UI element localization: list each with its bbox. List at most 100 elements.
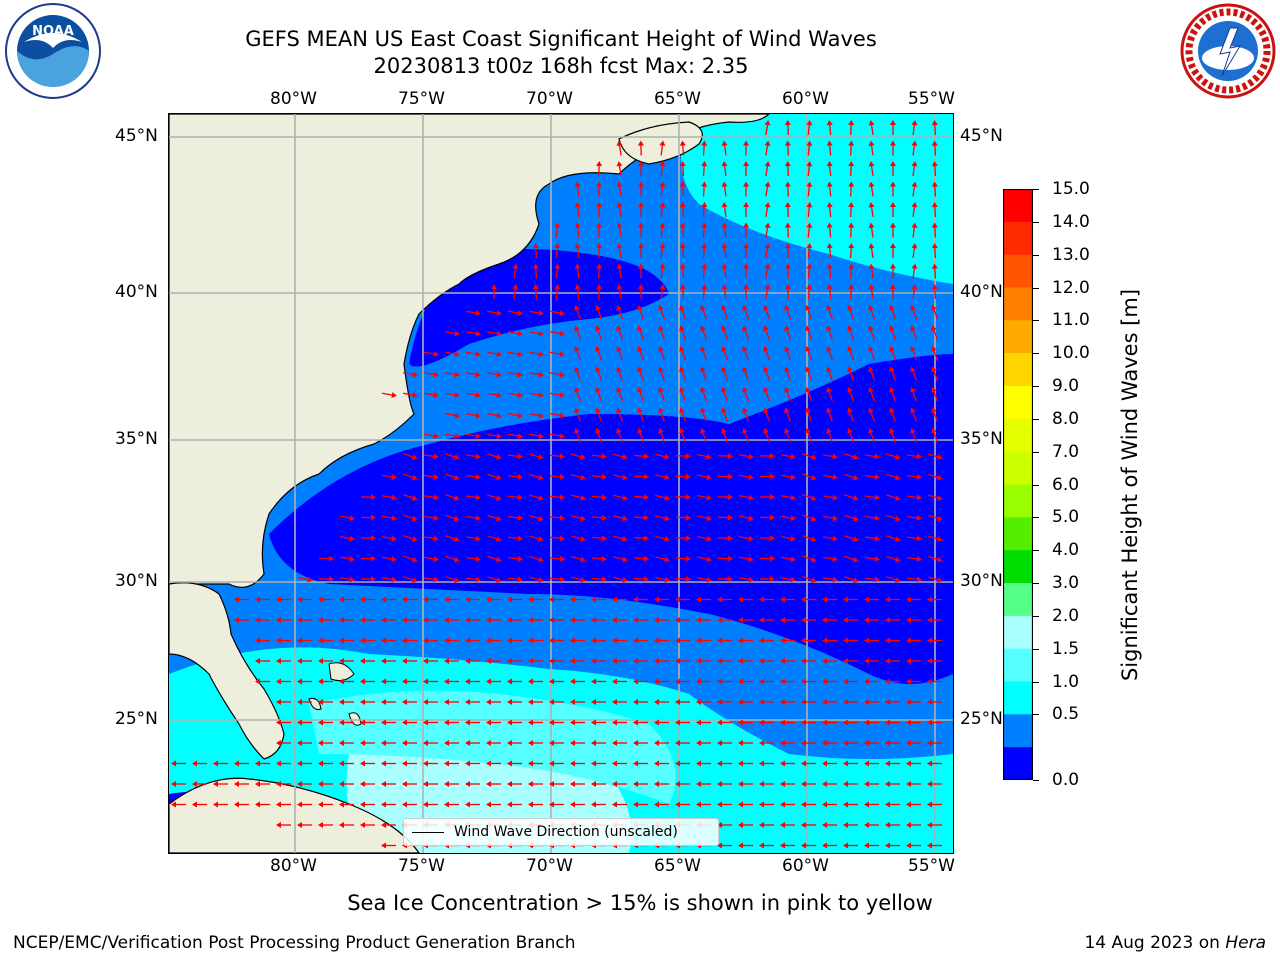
wave-direction-arrow xyxy=(658,345,666,361)
wave-direction-arrow xyxy=(864,596,879,603)
wave-direction-arrow xyxy=(826,345,834,361)
wave-direction-arrow xyxy=(780,719,795,726)
wave-direction-arrow xyxy=(697,576,712,583)
wave-direction-arrow xyxy=(697,556,712,563)
wave-direction-arrow xyxy=(802,534,817,542)
wave-direction-arrow xyxy=(360,678,375,685)
wave-direction-arrow xyxy=(423,617,438,623)
wave-direction-arrow xyxy=(528,801,543,808)
wave-direction-arrow xyxy=(679,325,687,340)
wave-direction-arrow xyxy=(868,120,875,136)
wave-direction-arrow xyxy=(889,120,896,136)
wave-direction-arrow xyxy=(487,576,502,583)
colorbar-tick-label: 6.0 xyxy=(1052,474,1080,495)
wave-direction-arrow xyxy=(591,555,607,562)
wave-direction-arrow xyxy=(911,140,918,156)
wave-direction-arrow xyxy=(784,304,792,320)
colorbar-tick-label: 9.0 xyxy=(1052,376,1080,396)
wave-direction-arrow xyxy=(721,222,728,238)
wave-direction-arrow xyxy=(764,284,771,300)
wave-direction-arrow xyxy=(549,473,565,480)
wave-direction-arrow xyxy=(764,222,771,238)
wave-direction-arrow xyxy=(826,366,834,381)
wave-direction-arrow xyxy=(445,555,460,563)
wave-direction-arrow xyxy=(805,386,813,402)
wave-direction-arrow xyxy=(910,345,918,361)
wave-direction-arrow xyxy=(822,678,837,685)
wave-direction-arrow xyxy=(571,494,586,501)
wave-direction-arrow xyxy=(759,842,774,849)
wave-direction-arrow xyxy=(679,140,686,156)
wave-direction-arrow xyxy=(297,719,312,726)
wave-direction-arrow xyxy=(298,576,313,583)
wave-direction-arrow xyxy=(743,202,750,218)
wave-direction-arrow xyxy=(889,263,896,279)
wave-direction-arrow xyxy=(911,202,918,218)
wave-direction-arrow xyxy=(784,222,791,238)
wave-direction-arrow xyxy=(528,658,543,664)
wave-direction-arrow xyxy=(826,304,834,320)
wave-direction-arrow xyxy=(444,433,460,439)
wave-direction-arrow xyxy=(927,719,942,726)
colorbar-tick-mark xyxy=(1033,484,1039,486)
wave-direction-arrow xyxy=(507,658,522,664)
wave-direction-arrow xyxy=(696,719,711,726)
wave-direction-arrow xyxy=(655,556,670,563)
wave-direction-arrow xyxy=(591,617,606,623)
wave-direction-arrow xyxy=(931,202,938,218)
wave-direction-arrow xyxy=(927,658,942,664)
wave-direction-arrow xyxy=(445,576,460,583)
wave-direction-arrow xyxy=(554,284,561,300)
wave-direction-arrow xyxy=(637,263,644,279)
colorbar-tick-mark xyxy=(1033,353,1039,355)
wave-direction-arrow xyxy=(276,760,291,767)
wave-direction-arrow xyxy=(318,617,333,623)
wave-direction-arrow xyxy=(717,453,733,460)
wave-direction-arrow xyxy=(701,181,708,197)
wave-direction-arrow xyxy=(445,473,460,481)
lon-tick-bottom: 60°W xyxy=(782,856,829,876)
wave-direction-arrow xyxy=(234,781,249,787)
wave-direction-arrow xyxy=(885,699,900,705)
wave-direction-arrow xyxy=(423,801,438,808)
wave-direction-arrow xyxy=(927,637,942,644)
wave-direction-arrow xyxy=(910,366,918,381)
wave-direction-arrow xyxy=(487,473,502,481)
wave-direction-arrow xyxy=(759,678,774,685)
wave-direction-arrow xyxy=(889,325,897,340)
wave-direction-arrow xyxy=(549,637,564,644)
wave-direction-arrow xyxy=(784,181,791,197)
wave-direction-arrow xyxy=(675,617,690,623)
wave-direction-arrow xyxy=(931,161,938,177)
land-nova-scotia xyxy=(618,121,703,165)
wave-direction-arrow xyxy=(759,535,775,542)
wave-direction-arrow xyxy=(360,781,375,787)
wave-direction-arrow xyxy=(633,596,648,603)
wave-direction-arrow xyxy=(784,325,792,340)
colorbar-tick-mark xyxy=(1033,451,1039,453)
wave-direction-arrow xyxy=(574,427,582,443)
wave-direction-arrow xyxy=(780,658,795,664)
wave-direction-arrow xyxy=(596,222,603,238)
wave-direction-arrow xyxy=(759,494,775,501)
wave-direction-arrow xyxy=(911,181,918,197)
wave-direction-arrow xyxy=(864,740,879,746)
wave-direction-arrow xyxy=(234,617,249,623)
wave-direction-arrow xyxy=(529,576,544,583)
wave-direction-arrow xyxy=(487,453,502,460)
wave-direction-arrow xyxy=(318,637,333,644)
wave-direction-arrow xyxy=(906,453,922,460)
wave-direction-arrow xyxy=(931,366,939,381)
wave-direction-arrow xyxy=(658,386,666,402)
wave-direction-arrow xyxy=(927,596,942,603)
wave-direction-arrow xyxy=(864,473,880,480)
wave-direction-arrow xyxy=(528,637,543,644)
wave-direction-arrow xyxy=(549,555,565,562)
wave-direction-arrow xyxy=(465,371,481,378)
wave-direction-arrow xyxy=(255,658,270,664)
wave-direction-arrow xyxy=(549,330,565,337)
wave-direction-arrow xyxy=(339,658,354,664)
wave-direction-arrow xyxy=(528,760,543,767)
wave-direction-arrow xyxy=(700,345,708,361)
wave-direction-arrow xyxy=(763,386,771,402)
